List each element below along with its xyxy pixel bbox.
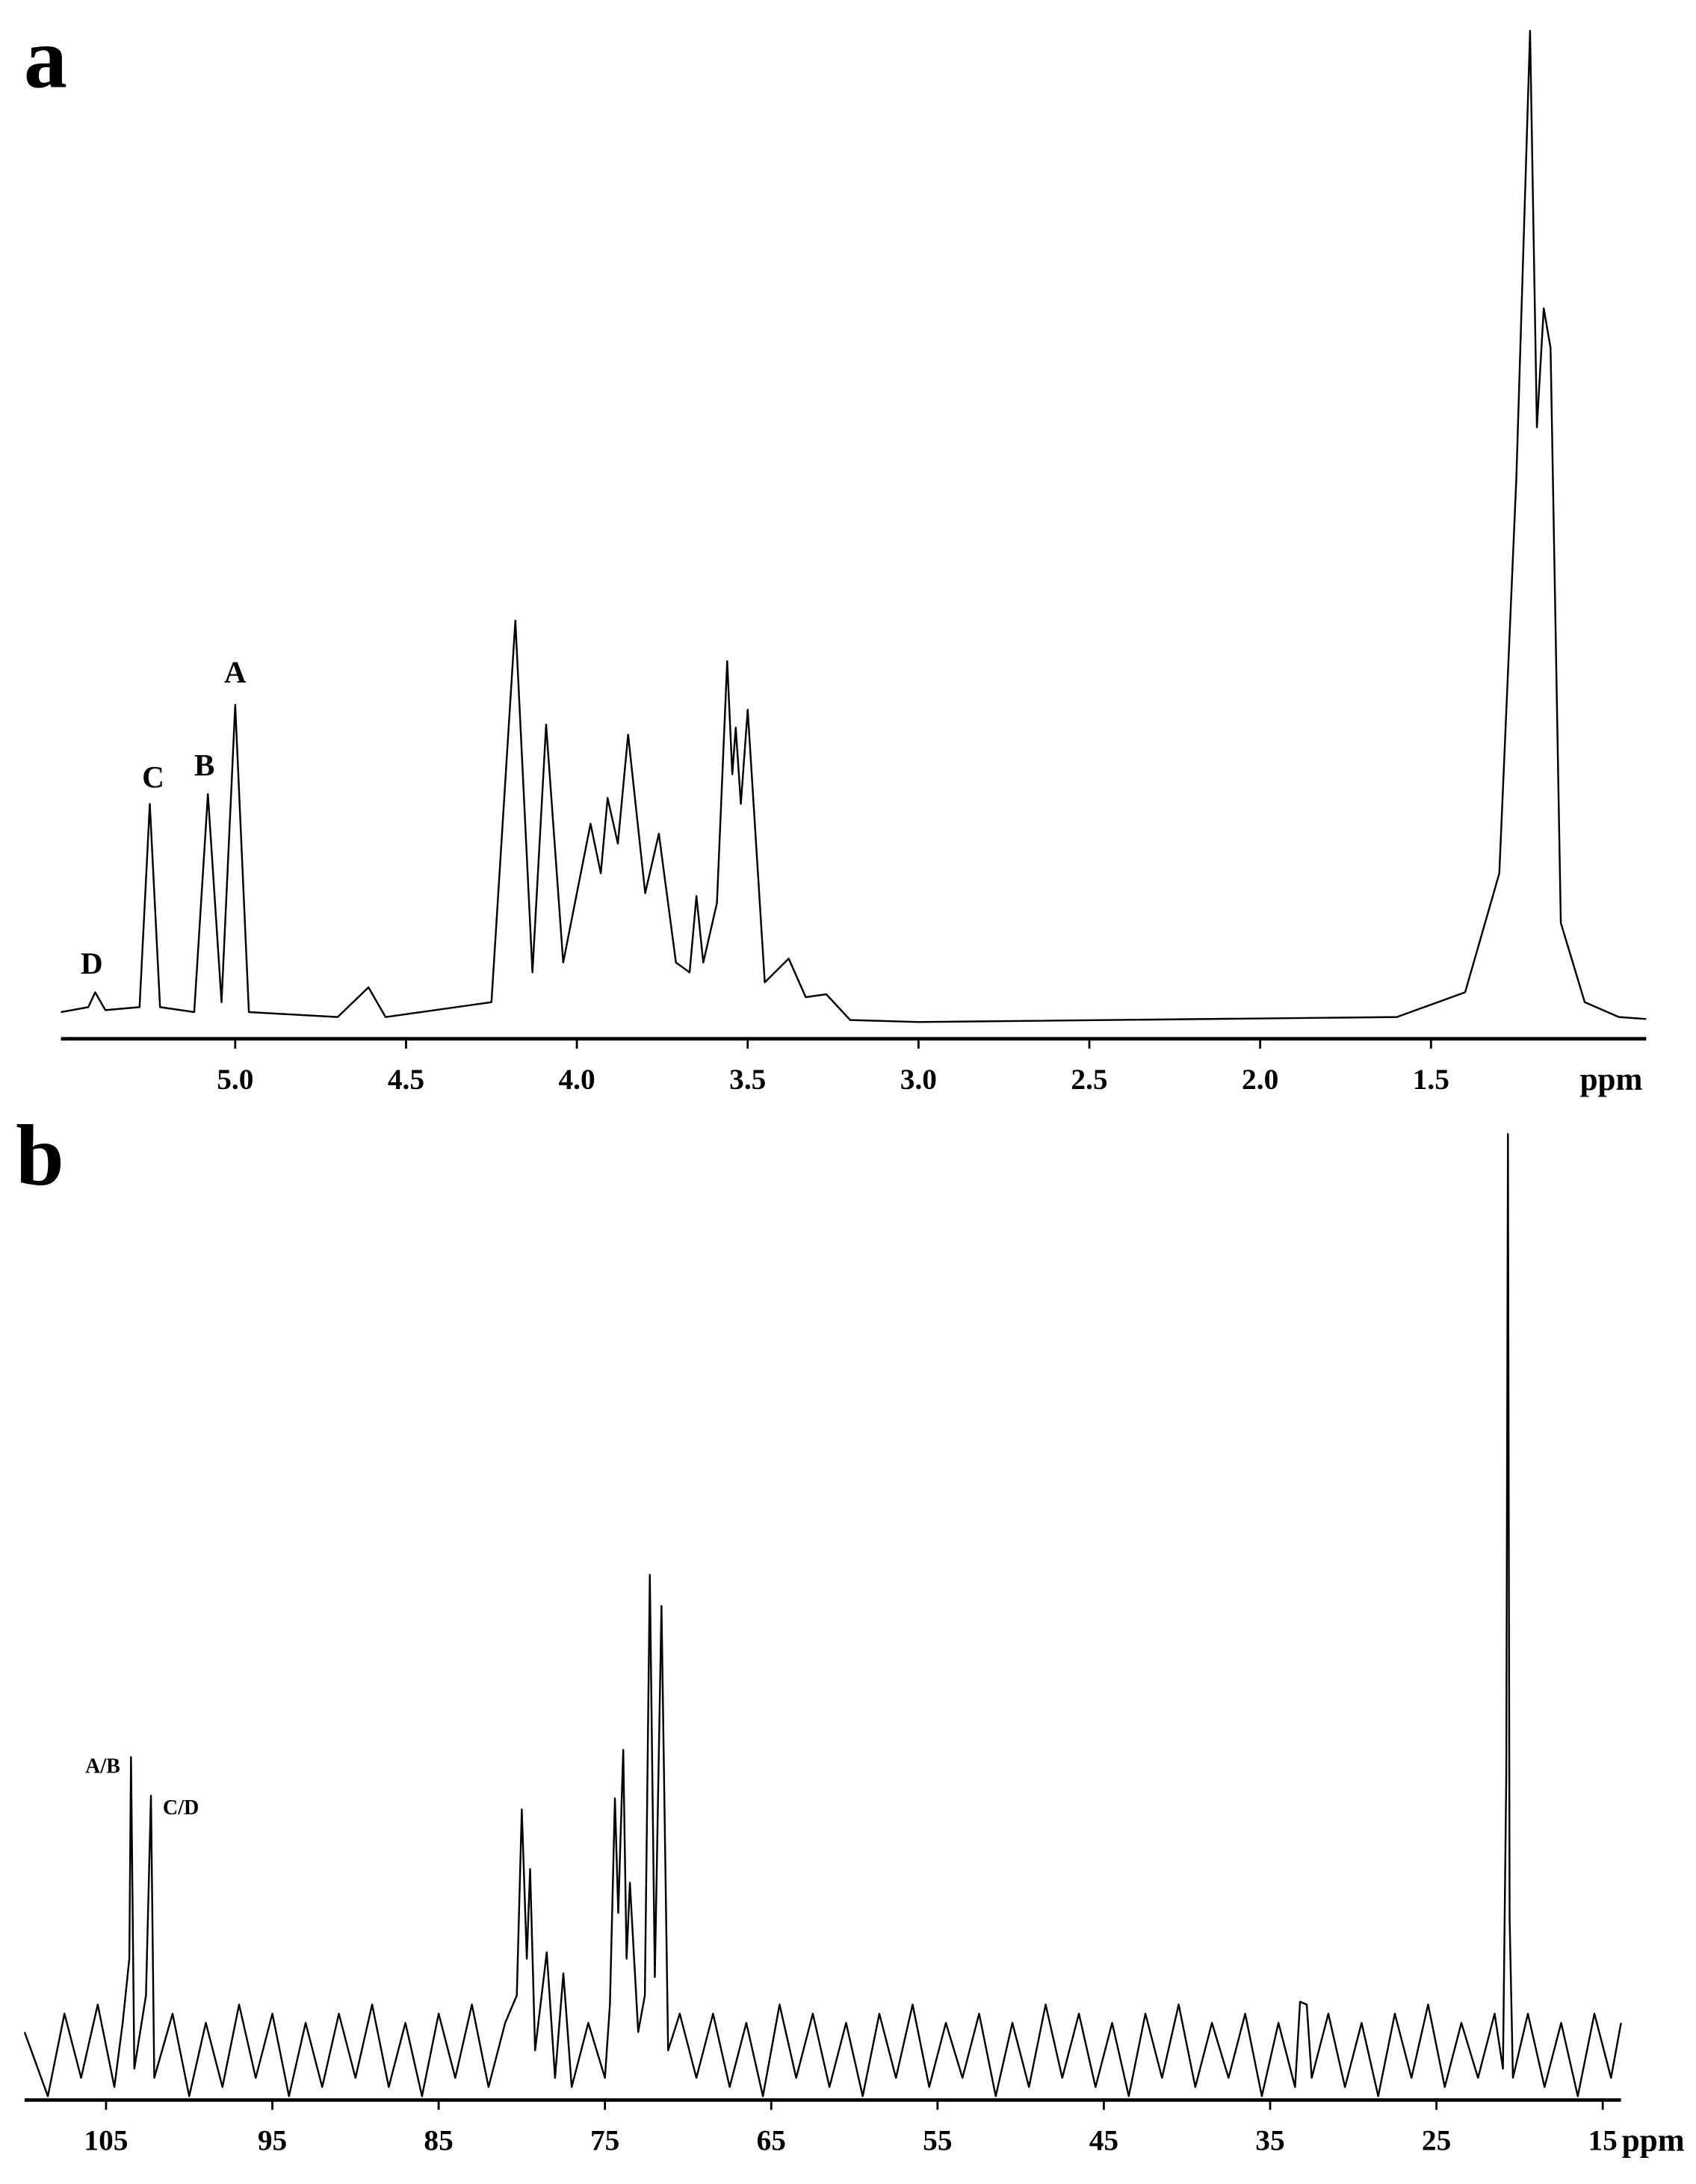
peak-label: C xyxy=(142,760,164,794)
x-tick-label: 55 xyxy=(923,2124,952,2157)
x-axis-label: ppm xyxy=(1622,2123,1685,2159)
x-tick-label: 3.0 xyxy=(900,1063,937,1096)
peak-label: A/B xyxy=(85,1755,120,1778)
x-tick-label: 2.0 xyxy=(1242,1063,1278,1096)
peak-label: A xyxy=(224,654,247,689)
panel-label: b xyxy=(16,1108,64,1204)
panel-label: a xyxy=(24,10,67,107)
x-tick-label: 35 xyxy=(1255,2124,1284,2157)
x-tick-label: 4.0 xyxy=(558,1063,595,1096)
x-tick-label: 5.0 xyxy=(217,1063,253,1096)
x-tick-label: 95 xyxy=(258,2124,287,2157)
x-tick-label: 105 xyxy=(84,2124,128,2157)
peak-label: B xyxy=(194,748,214,782)
x-tick-label: 3.5 xyxy=(729,1063,766,1096)
x-axis-label: ppm xyxy=(1580,1062,1643,1097)
x-tick-label: 85 xyxy=(424,2124,453,2157)
x-tick-label: 45 xyxy=(1089,2124,1118,2157)
x-tick-label: 65 xyxy=(757,2124,786,2157)
x-tick-label: 15 xyxy=(1588,2124,1617,2157)
x-tick-label: 2.5 xyxy=(1071,1063,1107,1096)
x-tick-label: 75 xyxy=(590,2124,619,2157)
peak-label: D xyxy=(81,946,103,980)
x-tick-label: 4.5 xyxy=(388,1063,424,1096)
x-tick-label: 1.5 xyxy=(1413,1063,1449,1096)
x-tick-label: 25 xyxy=(1422,2124,1451,2157)
spectrum-line xyxy=(23,1133,1622,2097)
spectrum-line xyxy=(61,30,1647,1023)
peak-label: C/D xyxy=(163,1796,199,1820)
